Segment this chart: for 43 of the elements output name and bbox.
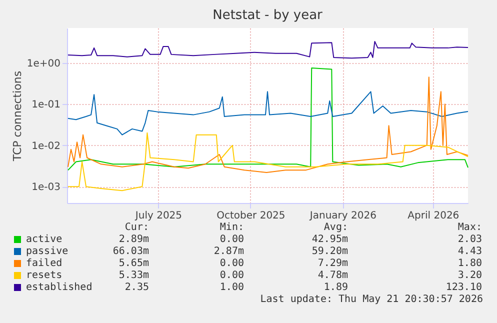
x-tick-label: July 2025: [134, 210, 182, 222]
x-tick-label: October 2025: [216, 210, 286, 222]
text: 42.95m: [312, 234, 348, 245]
text: 0.00: [220, 234, 244, 245]
text: 3.20: [458, 270, 482, 281]
chart-title: Netstat - by year: [212, 8, 324, 23]
text: 2.87m: [214, 246, 244, 257]
y-tick-label: 1e-01: [32, 100, 60, 111]
legend-label: failed: [26, 258, 62, 269]
text: 5.65m: [118, 258, 149, 269]
text: Cur:: [124, 222, 149, 233]
text: 0.00: [220, 270, 244, 281]
text: Min:: [220, 222, 244, 233]
text: 123.10: [446, 282, 482, 293]
text: Avg:: [324, 222, 348, 233]
text: Last update: Thu May 21 20:30:57 2026: [260, 294, 483, 305]
text: Max:: [458, 222, 482, 233]
legend-label: resets: [26, 270, 62, 281]
x-tick-label: January 2026: [308, 210, 376, 222]
y-axis-title: TCP connections: [10, 70, 24, 162]
text: 66.03m: [112, 246, 149, 257]
y-tick-label: 1e+00: [26, 58, 60, 70]
text: 1.89: [324, 282, 348, 293]
legend-label: passive: [26, 246, 68, 257]
text: 2.03: [458, 234, 482, 245]
line-series: [68, 132, 468, 192]
text: 4.43: [458, 246, 482, 257]
y-tick-label: 1e-02: [32, 140, 60, 152]
text: 1.80: [458, 258, 482, 269]
line-series: [68, 91, 468, 136]
legend-label: established: [26, 282, 92, 293]
text: 2.89m: [118, 234, 149, 245]
line-series: [68, 40, 468, 59]
legend-label: active: [26, 234, 62, 245]
text: 1.00: [220, 282, 244, 293]
text: 5.33m: [118, 270, 149, 281]
y-tick-label: 1e-03: [32, 182, 60, 194]
text: 7.29m: [318, 258, 348, 269]
text: 59.20m: [312, 246, 348, 257]
text: 0.00: [220, 258, 244, 269]
text: 4.78m: [318, 270, 348, 281]
text: 2.35: [124, 282, 149, 293]
x-tick-label: April 2026: [408, 210, 460, 222]
